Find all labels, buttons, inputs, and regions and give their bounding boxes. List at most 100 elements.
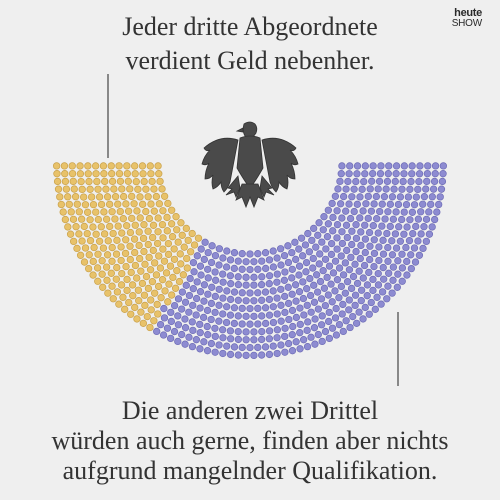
seat-side-income [111,215,119,223]
seat-other [223,287,231,295]
seat-other [338,310,346,318]
seat-other [380,275,388,283]
seat-side-income [188,229,196,238]
seat-other [407,177,415,186]
seat-other [351,301,359,310]
seat-other [189,326,197,335]
seat-other [396,237,405,245]
seat-other [284,258,293,267]
seat-other [311,340,319,348]
caption-line: würden auch gerne, finden aber nichts [51,426,449,455]
seat-other [439,170,447,178]
seat-other [203,322,211,331]
seat-side-income [177,219,185,227]
seat-side-income [69,215,78,224]
seat-side-income [183,264,191,272]
seat-other [177,305,186,313]
seat-other [261,343,270,351]
seat-other [323,233,332,241]
seat-other [196,345,204,353]
seat-other [352,319,361,328]
seat-other [370,236,378,244]
seat-other [431,169,439,178]
seat-side-income [85,177,93,186]
seat-side-income [168,233,177,241]
seat-side-income [112,250,121,258]
seat-other [375,177,384,185]
seat-side-income [175,277,184,286]
seat-side-income [65,200,73,209]
seat-other [311,315,319,323]
seat-other [361,235,370,243]
seat-other [351,260,359,268]
seat-other [159,331,168,339]
seat-other [302,258,311,267]
seat-other [422,237,431,246]
seat-side-income [131,170,139,178]
seat-side-income [150,185,158,193]
seat-side-income [122,200,130,208]
seat-other [325,262,334,270]
seat-side-income [179,271,188,279]
seat-other [238,265,246,273]
seat-other [337,170,345,178]
seat-other [420,223,428,231]
seat-side-income [108,177,117,186]
seat-other [288,290,296,298]
seat-other [277,341,285,349]
seat-side-income [94,277,102,285]
seat-side-income [156,264,165,272]
seat-other [366,255,374,264]
seat-other [254,343,262,352]
seat-other [370,262,378,271]
seat-other [190,268,198,276]
seat-other [170,327,179,336]
seat-other [382,185,390,193]
seat-other [325,308,333,317]
seat-other [234,327,242,336]
seat-side-income [140,221,148,229]
seat-side-income [131,261,140,270]
seat-other [188,342,197,351]
seat-side-income [158,220,167,229]
seat-side-income [184,236,192,245]
seat-other [197,245,205,253]
seat-other [342,207,350,215]
seat-other [277,261,285,269]
seat-other [335,294,343,302]
seat-side-income [67,208,75,216]
seat-other [181,298,190,306]
seat-other [196,320,204,329]
seat-side-income [151,289,159,297]
seat-other [265,327,274,335]
seat-other [318,238,326,246]
seat-other [363,292,371,300]
seat-other [295,271,303,279]
seat-other [352,234,361,243]
seat-side-income [153,239,162,248]
seat-other [204,290,212,298]
seat-other [277,317,285,325]
seat-other [258,312,266,320]
seat-side-income [155,170,163,178]
seat-other [400,162,409,170]
seat-other [348,193,356,201]
seat-side-income [86,236,95,245]
seat-other [178,288,187,296]
seat-other [199,313,208,322]
seat-other [403,271,411,279]
seat-other [399,177,407,186]
seat-other [356,193,364,201]
seat-other [234,335,243,344]
seat-other [370,249,379,258]
seat-other [368,177,376,185]
seat-other [369,286,377,295]
seat-other [188,318,196,326]
seat-other [415,177,423,186]
seat-other [196,288,205,296]
seat-other [338,162,346,170]
seat-other [204,274,212,282]
seat-side-income [126,242,134,250]
seat-side-income [170,245,178,253]
seat-other [361,303,369,312]
